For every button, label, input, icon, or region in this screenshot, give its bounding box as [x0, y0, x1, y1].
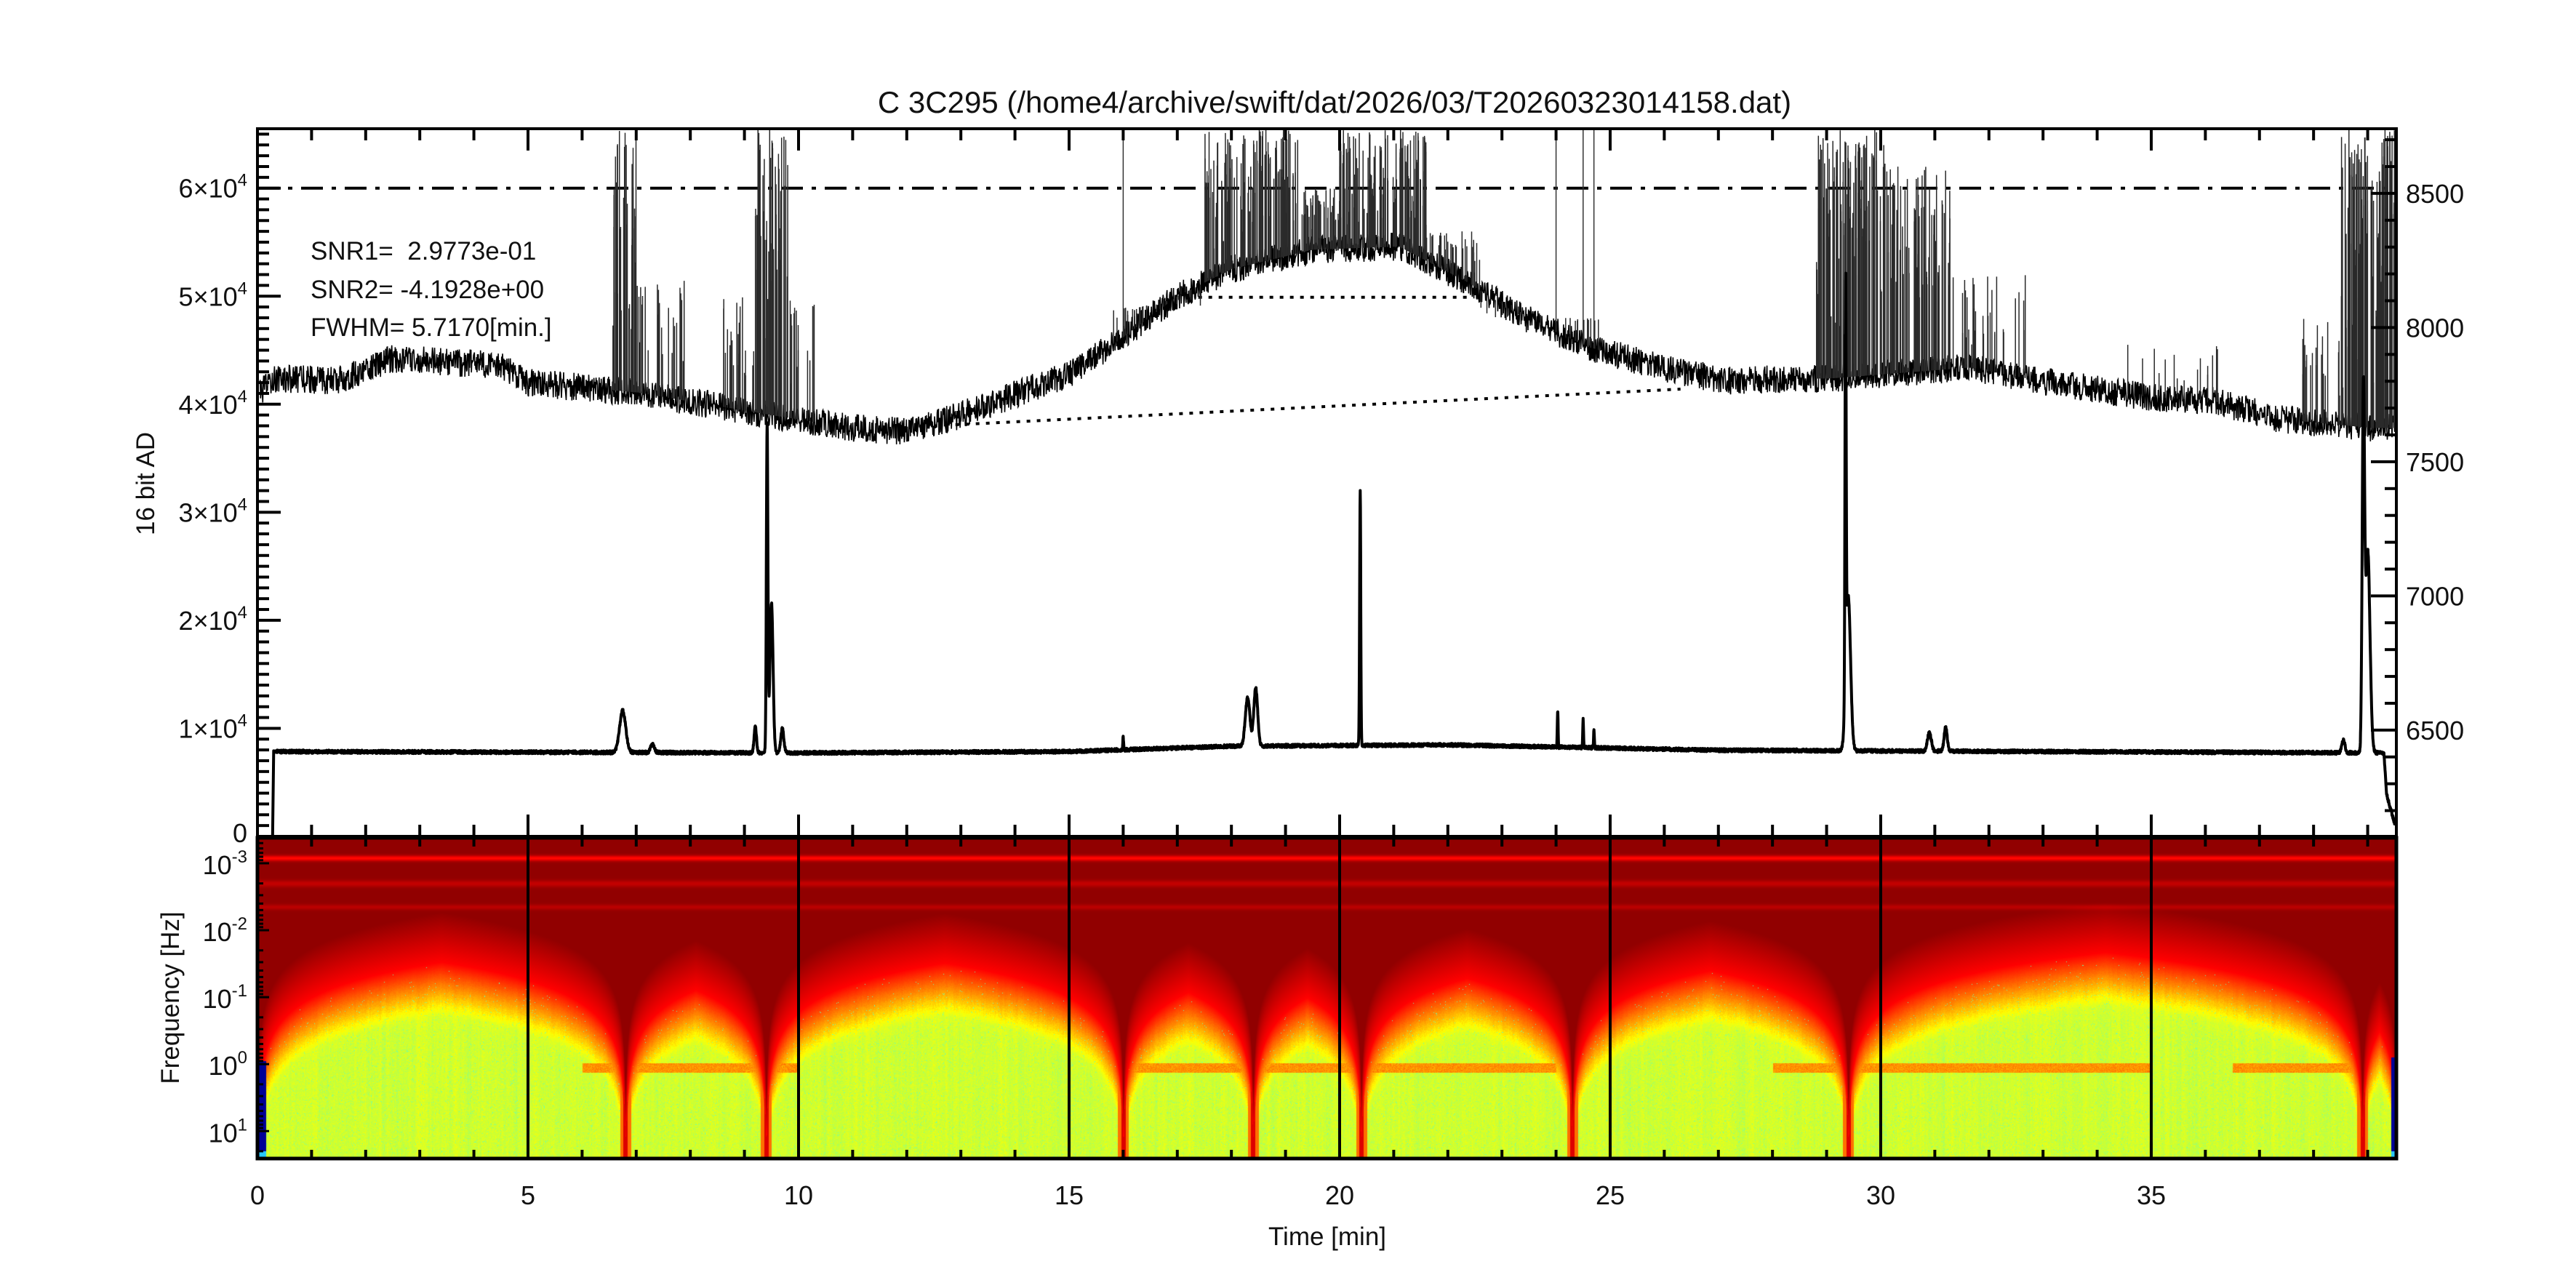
left-tick-label-exponent: 4 — [238, 279, 247, 298]
chart-title: C 3C295 (/home4/archive/swift/dat/2026/0… — [878, 85, 1791, 119]
time-tick-label: 10 — [784, 1180, 813, 1210]
light-curve-frame — [256, 127, 2398, 838]
left-tick-label: 2×104 — [179, 603, 247, 636]
left-tick-label-base: 1×10 — [179, 713, 238, 743]
left-tick-label-base: 3×10 — [179, 497, 238, 527]
left-tick-label-base: 2×10 — [179, 606, 238, 636]
annotation-snr1: SNR1= 2.9773e-01 — [311, 237, 536, 265]
light-curve-plot-area — [257, 129, 2396, 836]
y-axis-title-frequency: Frequency [Hz] — [156, 911, 185, 1084]
left-tick-label-base: 4×10 — [179, 390, 238, 420]
time-tick-label: 5 — [521, 1180, 535, 1210]
time-tick-label: 20 — [1325, 1180, 1354, 1210]
left-tick-label-base: 5×10 — [179, 281, 238, 311]
left-tick-label-exponent: 4 — [238, 495, 247, 514]
frequency-tick-label: 101 — [209, 1115, 247, 1148]
right-tick-label: 7500 — [2406, 447, 2464, 477]
frequency-tick-label-exponent: 0 — [238, 1048, 247, 1068]
right-tick-label: 6500 — [2406, 716, 2464, 745]
frequency-tick-label-exponent: -1 — [232, 981, 247, 1001]
time-tick-label: 0 — [250, 1180, 265, 1210]
left-tick-label: 4×104 — [179, 387, 247, 420]
frequency-tick-label-base: 10 — [209, 1051, 238, 1081]
frequency-tick-label-base: 10 — [203, 917, 232, 947]
series-upper-line — [259, 233, 2396, 445]
left-tick-label-exponent: 4 — [238, 387, 247, 407]
frequency-tick-label-base: 10 — [209, 1118, 238, 1148]
left-tick-label-exponent: 4 — [238, 171, 247, 191]
frequency-tick-label-exponent: -3 — [232, 847, 247, 867]
left-tick-label-base: 6×10 — [179, 174, 238, 204]
frequency-tick-label: 100 — [209, 1048, 247, 1081]
frequency-tick-label: 10-1 — [203, 981, 247, 1014]
time-tick-label: 15 — [1055, 1180, 1084, 1210]
right-tick-label: 8000 — [2406, 313, 2464, 343]
annotation-snr2: SNR2= -4.1928e+00 — [311, 276, 544, 304]
frequency-tick-label-base: 10 — [203, 984, 232, 1014]
left-tick-label: 1×104 — [179, 711, 247, 743]
time-tick-label: 30 — [1866, 1180, 1895, 1210]
reference-line-dotted — [955, 388, 1681, 427]
time-tick-label: 25 — [1596, 1180, 1625, 1210]
left-tick-label-exponent: 4 — [238, 711, 247, 730]
left-tick-label: 3×104 — [179, 495, 247, 527]
frequency-tick-label-exponent: 1 — [238, 1115, 247, 1135]
left-tick-label: 0 — [233, 818, 247, 848]
x-axis-title: Time [min] — [1268, 1223, 1386, 1251]
right-tick-label: 7000 — [2406, 581, 2464, 611]
spectrogram-heatmap — [257, 838, 2396, 1159]
tick-labels: 01×1042×1043×1044×1045×1046×104650070007… — [179, 171, 2465, 1210]
frequency-tick-label: 10-3 — [203, 847, 247, 880]
spectrogram-frame — [255, 836, 2399, 1161]
right-tick-label: 8500 — [2406, 179, 2464, 209]
left-tick-label-exponent: 4 — [238, 603, 247, 623]
frequency-tick-label-exponent: -2 — [232, 914, 247, 934]
axes — [255, 127, 2399, 1161]
left-tick-label: 5×104 — [179, 279, 247, 311]
frequency-tick-label: 10-2 — [203, 914, 247, 947]
annotation-fwhm: FWHM= 5.7170[min.] — [311, 313, 552, 342]
y-axis-title-left: 16 bit AD — [132, 432, 160, 535]
left-tick-label: 6×104 — [179, 171, 247, 204]
time-tick-label: 35 — [2137, 1180, 2166, 1210]
series-lower-line — [271, 271, 2396, 836]
frequency-tick-label-base: 10 — [203, 850, 232, 880]
